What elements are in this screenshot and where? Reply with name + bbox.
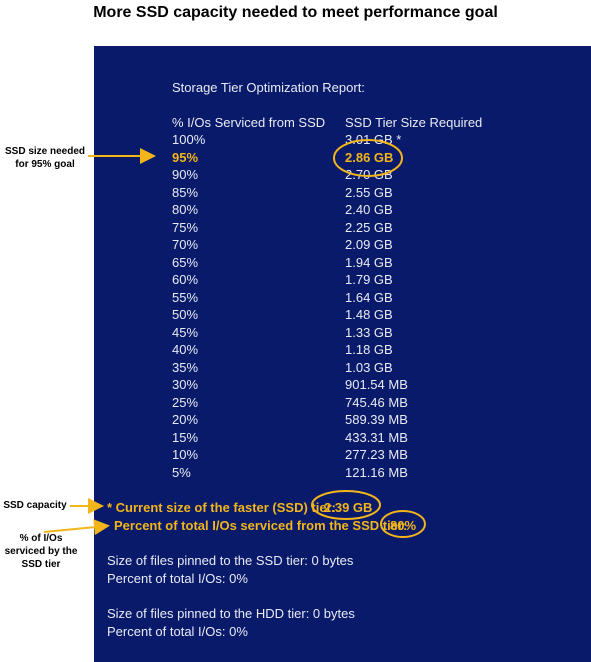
row-size: 121.16 MB <box>345 465 408 480</box>
row-size: 2.25 GB <box>345 220 393 235</box>
row-pct: 50% <box>172 307 199 322</box>
highlight-ring-current-size <box>311 490 381 520</box>
hdd-pinned-pct: Percent of total I/Os: 0% <box>107 624 248 639</box>
ssd-pinned-pct: Percent of total I/Os: 0% <box>107 571 248 586</box>
row-pct: 5% <box>172 465 191 480</box>
percent-serviced-label: Percent of total I/Os serviced from the … <box>114 518 408 533</box>
percent-serviced-value: 80% <box>390 518 417 533</box>
current-size-value: 2.39 GB <box>324 500 373 515</box>
annotation-ssd-capacity: SSD capacity <box>3 500 67 511</box>
row-pct: 75% <box>172 220 199 235</box>
arrow-pct-serviced-icon <box>43 519 110 536</box>
row-size: 589.39 MB <box>345 412 408 427</box>
row-pct: 95% <box>172 150 199 165</box>
row-size: 1.64 GB <box>345 290 393 305</box>
row-size: 1.03 GB <box>345 360 393 375</box>
row-pct: 100% <box>172 132 206 147</box>
row-pct: 70% <box>172 237 199 252</box>
row-pct: 20% <box>172 412 199 427</box>
row-size: 2.86 GB <box>345 150 394 165</box>
ssd-pinned-size: Size of files pinned to the SSD tier: 0 … <box>107 553 354 568</box>
row-size: 1.79 GB <box>345 272 393 287</box>
row-pct: 40% <box>172 342 199 357</box>
row-size: 433.31 MB <box>345 430 408 445</box>
row-size: 745.46 MB <box>345 395 408 410</box>
row-size: 1.48 GB <box>345 307 393 322</box>
row-pct: 15% <box>172 430 199 445</box>
highlight-ring-size <box>333 139 403 177</box>
row-pct: 25% <box>172 395 199 410</box>
row-size: 2.55 GB <box>345 185 393 200</box>
report-panel <box>94 46 591 662</box>
row-pct: 10% <box>172 447 199 462</box>
highlight-ring-percent <box>380 510 426 538</box>
page-title: More SSD capacity needed to meet perform… <box>93 4 498 21</box>
row-size: 277.23 MB <box>345 447 408 462</box>
row-pct: 65% <box>172 255 199 270</box>
hdd-pinned-size: Size of files pinned to the HDD tier: 0 … <box>107 606 355 621</box>
row-pct: 35% <box>172 360 199 375</box>
report-title: Storage Tier Optimization Report: <box>172 80 365 95</box>
row-size: 1.18 GB <box>345 342 393 357</box>
current-size-label: * Current size of the faster (SSD) tier: <box>107 500 336 515</box>
column-header-pct: % I/Os Serviced from SSD <box>172 115 326 130</box>
row-size: 2.40 GB <box>345 202 393 217</box>
row-size: 1.33 GB <box>345 325 393 340</box>
column-header-size: SSD Tier Size Required <box>345 115 483 130</box>
row-size: 2.70 GB <box>345 167 393 182</box>
row-pct: 30% <box>172 377 199 392</box>
row-pct: 60% <box>172 272 199 287</box>
row-pct: 90% <box>172 167 199 182</box>
row-pct: 45% <box>172 325 199 340</box>
annotation-ssd-size-needed: SSD size needed for 95% goal <box>4 146 86 170</box>
row-pct: 80% <box>172 202 199 217</box>
row-pct: 85% <box>172 185 199 200</box>
row-pct: 55% <box>172 290 199 305</box>
annotation-pct-serviced: % of I/Os serviced by the SSD tier <box>4 533 78 570</box>
row-size: 2.09 GB <box>345 237 393 252</box>
row-size: 901.54 MB <box>345 377 408 392</box>
row-size: 1.94 GB <box>345 255 393 270</box>
